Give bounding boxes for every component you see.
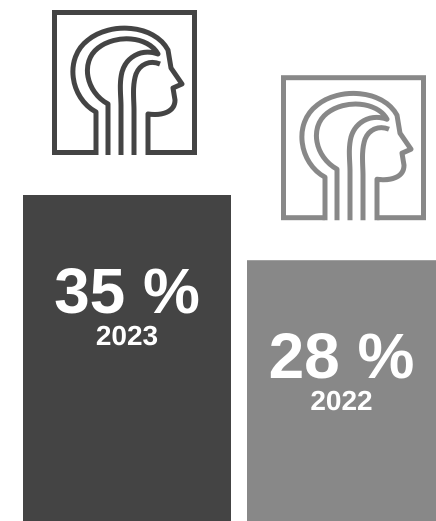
bar	[23, 195, 231, 521]
head-icon	[55, 13, 195, 161]
value-label: 35 %	[54, 255, 200, 327]
bar	[247, 260, 436, 521]
category-label: 2023	[96, 320, 158, 351]
value-label: 28 %	[269, 320, 415, 392]
category-label: 2022	[310, 385, 372, 416]
head-icon	[284, 78, 424, 226]
